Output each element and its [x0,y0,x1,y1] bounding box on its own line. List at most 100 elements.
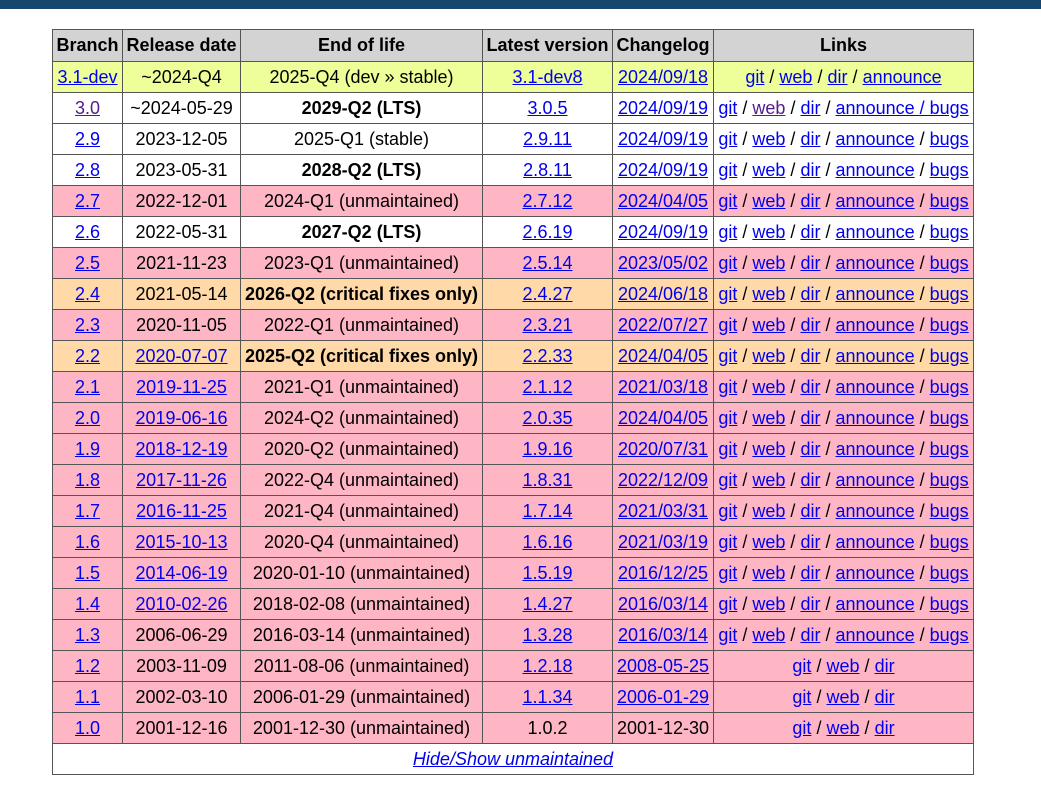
web-link[interactable]: web [779,66,813,87]
latest-version-link[interactable]: 2.0.35 [522,407,573,428]
web-link[interactable]: web [752,469,786,490]
git-link[interactable]: git [718,500,738,521]
latest-version-link[interactable]: 1.8.31 [522,469,573,490]
branch-link[interactable]: 1.8 [74,469,101,490]
latest-version-link[interactable]: 1.2.18 [522,655,573,676]
git-link[interactable]: git [718,438,738,459]
release-date-link[interactable]: 2010-02-26 [135,593,228,614]
bugs-link[interactable]: bugs [929,252,969,273]
bugs-link[interactable]: bugs [929,159,969,180]
branch-link[interactable]: 3.1-dev [57,66,118,87]
git-link[interactable]: git [718,624,738,645]
changelog-link[interactable]: 2021/03/19 [617,531,709,552]
bugs-link[interactable]: bugs [929,438,969,459]
latest-version-link[interactable]: 2.1.12 [522,376,573,397]
announce-link[interactable]: announce [835,252,915,273]
branch-link[interactable]: 2.2 [74,345,101,366]
git-link[interactable]: git [718,562,738,583]
branch-link[interactable]: 2.1 [74,376,101,397]
web-link[interactable]: web [826,686,860,707]
latest-version-link[interactable]: 2.6.19 [522,221,573,242]
branch-link[interactable]: 2.5 [74,252,101,273]
bugs-link[interactable]: bugs [929,469,969,490]
announce-link[interactable]: announce [835,345,915,366]
git-link[interactable]: git [792,686,812,707]
announce-link[interactable]: announce [835,438,915,459]
announce-link[interactable]: announce [835,531,915,552]
release-date-link[interactable]: 2014-06-19 [135,562,228,583]
changelog-link[interactable]: 2022/07/27 [617,314,709,335]
bugs-link[interactable]: bugs [929,593,969,614]
dir-link[interactable]: dir [800,624,821,645]
dir-link[interactable]: dir [800,252,821,273]
dir-link[interactable]: dir [827,66,848,87]
git-link[interactable]: git [718,283,738,304]
bugs-link[interactable]: bugs [929,407,969,428]
bugs-link[interactable]: bugs [929,190,969,211]
announce-link[interactable]: announce [835,562,915,583]
changelog-link[interactable]: 2006-01-29 [616,686,710,707]
git-link[interactable]: git [718,190,738,211]
dir-link[interactable]: dir [800,562,821,583]
git-link[interactable]: git [718,128,738,149]
release-date-link[interactable]: 2018-12-19 [135,438,228,459]
branch-link[interactable]: 3.0 [74,97,101,118]
changelog-link[interactable]: 2021/03/31 [617,500,709,521]
branch-link[interactable]: 1.2 [74,655,101,676]
web-link[interactable]: web [752,190,786,211]
dir-link[interactable]: dir [800,221,821,242]
bugs-link[interactable]: bugs [929,221,969,242]
release-date-link[interactable]: 2020-07-07 [135,345,228,366]
branch-link[interactable]: 2.9 [74,128,101,149]
changelog-link[interactable]: 2016/12/25 [617,562,709,583]
announce-link[interactable]: announce [835,221,915,242]
latest-version-link[interactable]: 2.4.27 [522,283,573,304]
web-link[interactable]: web [752,314,786,335]
changelog-link[interactable]: 2022/12/09 [617,469,709,490]
git-link[interactable]: git [718,531,738,552]
dir-link[interactable]: dir [800,159,821,180]
bugs-link[interactable]: bugs [929,283,969,304]
announce-link[interactable]: announce [835,500,915,521]
dir-link[interactable]: dir [800,593,821,614]
web-link[interactable]: web [752,376,786,397]
branch-link[interactable]: 1.0 [74,717,101,738]
web-link[interactable]: web [752,593,786,614]
changelog-link[interactable]: 2024/09/19 [617,221,709,242]
changelog-link[interactable]: 2024/04/05 [617,407,709,428]
web-link[interactable]: web [752,97,786,118]
dir-link[interactable]: dir [800,407,821,428]
web-link[interactable]: web [752,345,786,366]
latest-version-link[interactable]: 1.5.19 [522,562,573,583]
git-link[interactable]: git [718,252,738,273]
latest-version-link[interactable]: 3.1-dev8 [512,66,583,87]
web-link[interactable]: web [752,407,786,428]
branch-link[interactable]: 1.4 [74,593,101,614]
bugs-link[interactable]: bugs [929,624,969,645]
announce-link[interactable]: announce [835,469,915,490]
changelog-link[interactable]: 2016/03/14 [617,624,709,645]
bugs-link[interactable]: bugs [929,345,969,366]
changelog-link[interactable]: 2024/06/18 [617,283,709,304]
web-link[interactable]: web [826,655,860,676]
changelog-link[interactable]: 2008-05-25 [616,655,710,676]
latest-version-link[interactable]: 1.6.16 [522,531,573,552]
bugs-link[interactable]: bugs [929,562,969,583]
dir-link[interactable]: dir [874,686,895,707]
dir-link[interactable]: dir [800,283,821,304]
release-date-link[interactable]: 2019-11-25 [136,376,227,397]
git-link[interactable]: git [718,314,738,335]
changelog-link[interactable]: 2024/09/18 [617,66,709,87]
dir-link[interactable]: dir [800,469,821,490]
git-link[interactable]: git [718,593,738,614]
latest-version-link[interactable]: 2.8.11 [523,159,572,180]
dir-link[interactable]: dir [800,128,821,149]
web-link[interactable]: web [752,159,786,180]
git-link[interactable]: git [792,655,812,676]
toggle-unmaintained-link[interactable]: Hide/Show unmaintained [412,748,614,769]
latest-version-link[interactable]: 1.1.34 [522,686,573,707]
latest-version-link[interactable]: 1.3.28 [522,624,573,645]
dir-link[interactable]: dir [874,655,895,676]
latest-version-link[interactable]: 2.7.12 [522,190,573,211]
branch-link[interactable]: 2.8 [74,159,101,180]
